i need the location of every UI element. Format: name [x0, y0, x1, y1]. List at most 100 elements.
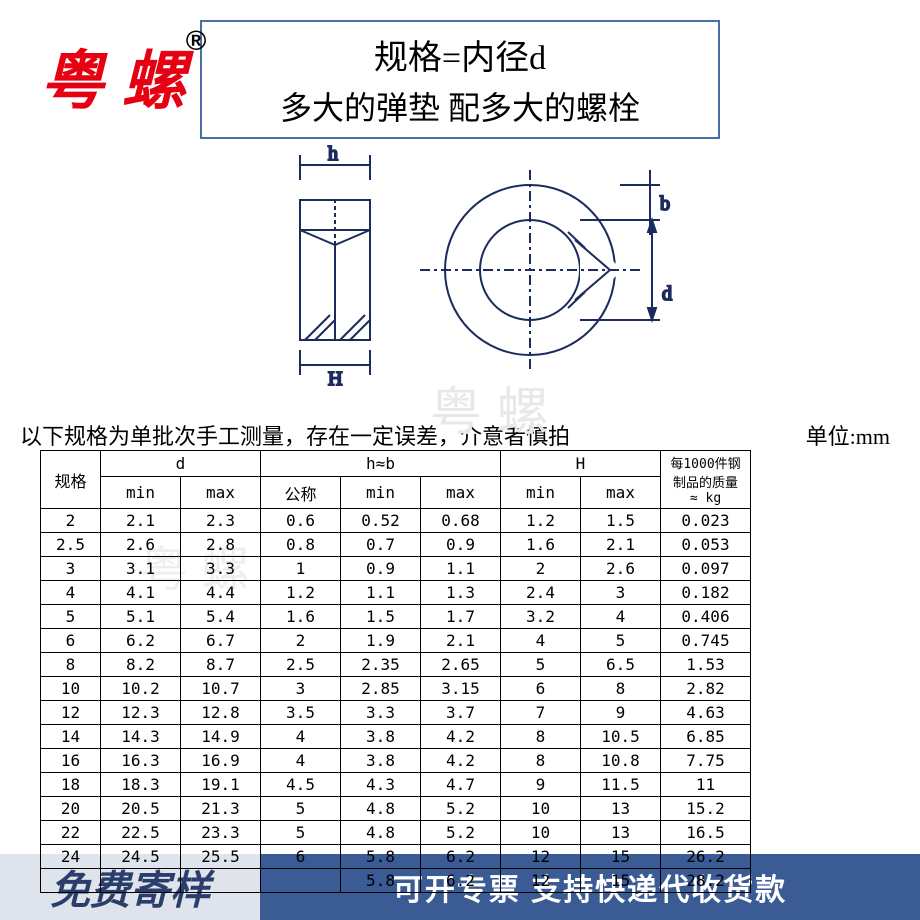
table-cell: 4.4 — [181, 581, 261, 605]
table-cell: 20 — [41, 797, 101, 821]
svg-text:H: H — [328, 368, 342, 390]
table-cell: 3.8 — [341, 749, 421, 773]
table-cell: 14 — [41, 725, 101, 749]
table-cell: 15 — [581, 869, 661, 893]
table-cell: 0.68 — [421, 509, 501, 533]
table-cell: 5.1 — [101, 605, 181, 629]
table-cell: 3.2 — [501, 605, 581, 629]
table-cell: 2.35 — [341, 653, 421, 677]
svg-text:d: d — [662, 283, 672, 305]
brand-logo: 粤 螺® — [40, 30, 206, 122]
th-kg: 每1000件钢制品的质量 ≈ kg — [661, 451, 751, 509]
table-cell: 6 — [261, 845, 341, 869]
table-cell: 10 — [501, 821, 581, 845]
header-line-2: 多大的弹垫 配多大的螺栓 — [222, 83, 698, 129]
table-cell: 0.6 — [261, 509, 341, 533]
table-cell: 8 — [41, 653, 101, 677]
th-d: d — [101, 451, 261, 477]
table-cell: 21.3 — [181, 797, 261, 821]
table-cell: 6 — [501, 677, 581, 701]
table-body: 22.12.30.60.520.681.21.50.0232.52.62.80.… — [41, 509, 751, 893]
table-cell: 3 — [261, 677, 341, 701]
table-cell: 0.8 — [261, 533, 341, 557]
table-cell: 3.3 — [341, 701, 421, 725]
table-row: 1616.316.943.84.2810.87.75 — [41, 749, 751, 773]
table-cell: 2.1 — [421, 629, 501, 653]
table-cell: 4.2 — [421, 749, 501, 773]
table-cell: 25.5 — [181, 845, 261, 869]
table-cell: 4.7 — [421, 773, 501, 797]
table-cell: 0.52 — [341, 509, 421, 533]
unit-label: 单位:mm — [806, 419, 890, 451]
table-cell: 0.182 — [661, 581, 751, 605]
table-cell: 0.9 — [341, 557, 421, 581]
table-cell: 0.9 — [421, 533, 501, 557]
table-cell: 3.1 — [101, 557, 181, 581]
table-cell: 12 — [501, 845, 581, 869]
registered-mark: ® — [186, 25, 207, 56]
table-cell: 2.4 — [501, 581, 581, 605]
table-cell: 10.8 — [581, 749, 661, 773]
table-cell: 14.3 — [101, 725, 181, 749]
table-cell: 2.6 — [101, 533, 181, 557]
table-cell: 6.2 — [421, 845, 501, 869]
table-cell: 10 — [501, 797, 581, 821]
table-cell: 2.1 — [581, 533, 661, 557]
table-row: 1414.314.943.84.2810.56.85 — [41, 725, 751, 749]
table-row: 66.26.721.92.1450.745 — [41, 629, 751, 653]
table-row: 55.15.41.61.51.73.240.406 — [41, 605, 751, 629]
table-cell: 6.5 — [581, 653, 661, 677]
table-cell: 2.65 — [421, 653, 501, 677]
table-cell: 15 — [581, 845, 661, 869]
header-line-1: 规格=内径d — [222, 30, 698, 79]
table-cell: 19.1 — [181, 773, 261, 797]
table-cell: 9 — [581, 701, 661, 725]
table-cell: 1.53 — [661, 653, 751, 677]
table-cell: 5.4 — [181, 605, 261, 629]
svg-text:h: h — [328, 143, 338, 165]
table-cell: 3.7 — [421, 701, 501, 725]
table-cell: 22 — [41, 821, 101, 845]
table-cell: 16.9 — [181, 749, 261, 773]
th-hb: h≈b — [261, 451, 501, 477]
table-cell: 5 — [581, 629, 661, 653]
table-row: 2424.525.565.86.2121526.2 — [41, 845, 751, 869]
table-cell: 5.8 — [341, 869, 421, 893]
table-cell: 4.8 — [341, 821, 421, 845]
table-cell: 26.2 — [661, 845, 751, 869]
table-cell: 4.2 — [421, 725, 501, 749]
table-cell: 4 — [261, 749, 341, 773]
table-cell: 16.5 — [661, 821, 751, 845]
table-cell: 1.9 — [341, 629, 421, 653]
table-cell: 8 — [501, 749, 581, 773]
table-cell: 2.5 — [261, 653, 341, 677]
table-cell: 6.2 — [101, 629, 181, 653]
table-cell: 2 — [41, 509, 101, 533]
th-d-min: min — [101, 477, 181, 509]
table-cell: 4.63 — [661, 701, 751, 725]
header-box: 规格=内径d 多大的弹垫 配多大的螺栓 — [200, 20, 720, 139]
table-cell: 4.1 — [101, 581, 181, 605]
table-cell: 10 — [41, 677, 101, 701]
table-cell: 28.2 — [661, 869, 751, 893]
table-cell: 2.3 — [181, 509, 261, 533]
table-cell: 16.3 — [101, 749, 181, 773]
table-row: 22.12.30.60.520.681.21.50.023 — [41, 509, 751, 533]
table-cell: 2.8 — [181, 533, 261, 557]
table-cell: 3.3 — [181, 557, 261, 581]
table-row: 2222.523.354.85.2101316.5 — [41, 821, 751, 845]
table-cell: 3.8 — [341, 725, 421, 749]
table-cell: 11 — [661, 773, 751, 797]
table-cell: 1.6 — [501, 533, 581, 557]
table-row: 1818.319.14.54.34.7911.511 — [41, 773, 751, 797]
table-cell: 4.5 — [261, 773, 341, 797]
table-cell: 6.2 — [421, 869, 501, 893]
table-cell: 6.85 — [661, 725, 751, 749]
table-cell: 2.85 — [341, 677, 421, 701]
th-H: H — [501, 451, 661, 477]
table-cell: 13 — [581, 797, 661, 821]
table-cell: 0.745 — [661, 629, 751, 653]
table-cell: 0.053 — [661, 533, 751, 557]
spec-table: 规格 d h≈b H 每1000件钢制品的质量 ≈ kg min max 公称 … — [40, 450, 751, 893]
table-cell: 1.6 — [261, 605, 341, 629]
